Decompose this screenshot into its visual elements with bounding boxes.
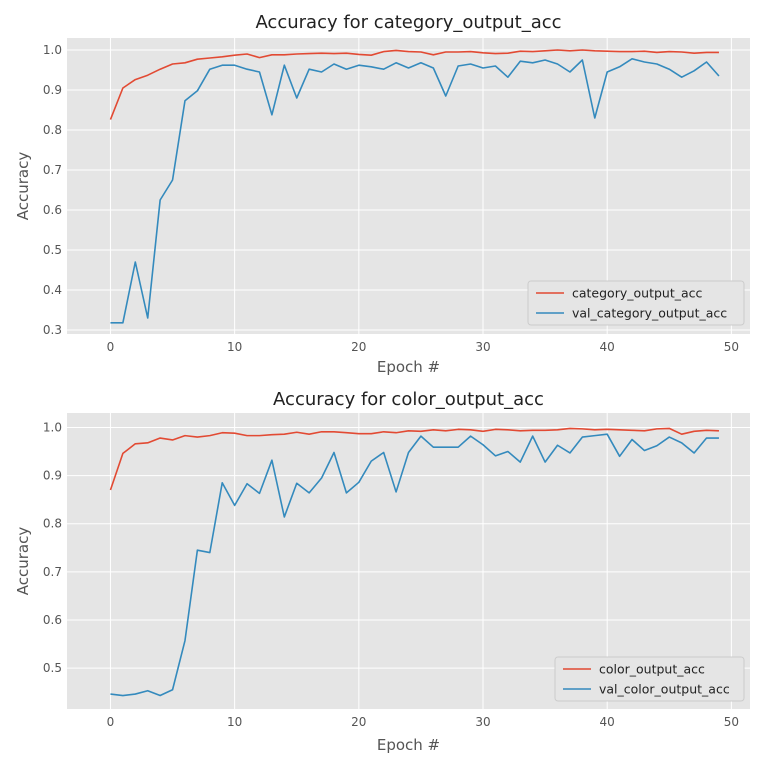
x-tick-label: 10 (227, 340, 242, 354)
chart-title: Accuracy for color_output_acc (273, 389, 544, 410)
x-axis-label: Epoch # (377, 736, 440, 754)
y-tick-label: 0.5 (43, 661, 62, 675)
series-line-category-output-acc (109, 49, 719, 120)
x-tick-label: 50 (724, 340, 739, 354)
legend-box (527, 280, 745, 326)
y-tick-label: 0.9 (43, 469, 62, 483)
y-tick-label: 0.8 (43, 123, 62, 137)
legend-label: val_category_output_acc (572, 306, 727, 321)
y-tick-label: 0.9 (43, 83, 62, 97)
legend: category_output_acc val_category_output_a… (527, 280, 745, 326)
x-tick-label: 20 (351, 715, 366, 729)
chart-title: Accuracy for category_output_acc (255, 12, 561, 33)
x-tick-label: 30 (475, 340, 490, 354)
y-tick-label: 0.4 (43, 283, 62, 297)
x-tick-label: 30 (475, 715, 490, 729)
y-tick-label: 1.0 (43, 420, 62, 434)
y-tick-label: 0.7 (43, 565, 62, 579)
series-line-val-category-output-acc (110, 57, 720, 324)
y-tick-label: 0.3 (43, 323, 62, 337)
y-tick-label: 0.8 (43, 517, 62, 531)
y-axis-label: Accuracy (14, 527, 32, 596)
y-tick-label: 0.6 (43, 613, 62, 627)
x-tick-label: 50 (724, 715, 739, 729)
legend-label: category_output_acc (572, 286, 703, 301)
x-axis-label: Epoch # (377, 358, 440, 376)
x-tick-label: 10 (227, 715, 242, 729)
chart-color-accuracy: 0.5 0.6 0.7 0.8 0.9 1.0 0 10 20 30 40 50 Accuracy fo… (14, 389, 750, 754)
x-tick-label: 0 (107, 340, 115, 354)
y-axis-label: Accuracy (14, 152, 32, 221)
x-tick-label: 20 (351, 340, 366, 354)
legend-label: color_output_acc (599, 662, 705, 677)
x-tick-label: 40 (600, 715, 615, 729)
y-tick-label: 0.5 (43, 243, 62, 257)
y-tick-label: 0.7 (43, 163, 62, 177)
legend: color_output_acc val_color_output_acc (554, 656, 745, 702)
series-line-color-output-acc (109, 427, 719, 491)
x-tick-label: 40 (600, 340, 615, 354)
series-line-val-color-output-acc (110, 433, 719, 697)
x-tick-label: 0 (107, 715, 115, 729)
legend-box (554, 656, 745, 702)
y-tick-label: 1.0 (43, 43, 62, 57)
legend-label: val_color_output_acc (599, 682, 730, 697)
chart-category-accuracy: 0.3 0.4 0.5 0.6 0.7 0.8 0.9 1.0 0 10 20 30 40 50 Accur… (14, 12, 750, 376)
y-tick-label: 0.6 (43, 203, 62, 217)
